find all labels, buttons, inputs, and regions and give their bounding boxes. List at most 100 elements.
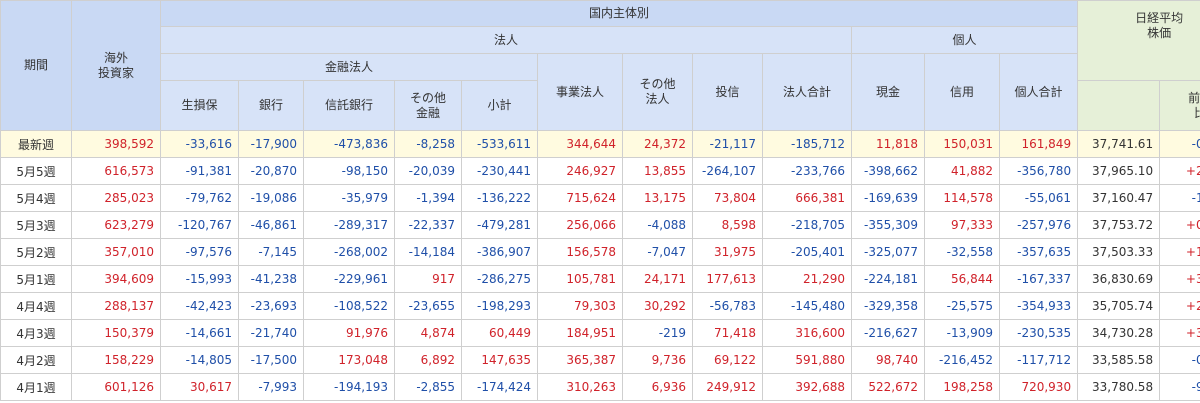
- cell-corp-total: 392,688: [762, 373, 852, 401]
- cell-overseas: 158,229: [71, 346, 161, 374]
- header-trust-bank: 信託銀行: [303, 80, 395, 131]
- cell-bank: -17,900: [238, 130, 304, 158]
- cell-other-corp: -4,088: [622, 211, 693, 239]
- cell-overseas: 398,592: [71, 130, 161, 158]
- cell-corp-total: 666,381: [762, 184, 852, 212]
- cell-change: -0.58%: [1159, 346, 1200, 374]
- cell-business: 365,387: [537, 346, 623, 374]
- cell-trust: -98,150: [303, 157, 395, 185]
- cell-trust: -289,317: [303, 211, 395, 239]
- cell-indiv-total: 161,849: [998, 130, 1079, 158]
- header-period: 期間: [0, 0, 72, 131]
- cell-change: +3.15%: [1159, 265, 1200, 293]
- cell-inv-trust: 31,975: [692, 238, 763, 266]
- row-period: 4月1週: [0, 373, 72, 401]
- cell-nikkei: 35,705.74: [1077, 292, 1161, 320]
- cell-nikkei: 37,160.47: [1077, 184, 1161, 212]
- cell-bank: -20,870: [238, 157, 304, 185]
- cell-corp-total: -185,712: [762, 130, 852, 158]
- cell-other-corp: 13,855: [622, 157, 693, 185]
- cell-other-fin: -2,855: [394, 373, 462, 401]
- table-row: 4月3週 150,379 -14,661 -21,740 91,976 4,874 60,4…: [0, 319, 1200, 347]
- table-row: 4月2週 158,229 -14,805 -17,500 173,048 6,892 147…: [0, 346, 1200, 374]
- cell-trust: 91,976: [303, 319, 395, 347]
- header-bank: 銀行: [238, 80, 304, 131]
- cell-inv-trust: 249,912: [692, 373, 763, 401]
- cell-inv-trust: 73,804: [692, 184, 763, 212]
- cell-subtotal: -386,907: [461, 238, 538, 266]
- cell-overseas: 616,573: [71, 157, 161, 185]
- header-change: 前週比: [1159, 80, 1200, 131]
- cell-bank: -21,740: [238, 319, 304, 347]
- header-subtotal: 小計: [461, 80, 538, 131]
- cell-bank: -19,086: [238, 184, 304, 212]
- table-row: 5月3週 623,279 -120,767 -46,861 -289,317 -22,33…: [0, 211, 1200, 239]
- cell-indiv-total: -55,061: [998, 184, 1079, 212]
- cell-business: 310,263: [537, 373, 623, 401]
- table-row: 4月4週 288,137 -42,423 -23,693 -108,522 -23,655…: [0, 292, 1200, 320]
- header-corp-total: 法人合計: [762, 53, 852, 131]
- cell-trust: -268,002: [303, 238, 395, 266]
- row-period: 最新週: [0, 130, 72, 158]
- cell-cash: -224,181: [851, 265, 925, 293]
- header-other-corp: その他 法人: [622, 53, 693, 131]
- cell-other-fin: 4,874: [394, 319, 462, 347]
- cell-corp-total: -218,705: [762, 211, 852, 239]
- cell-other-corp: 24,372: [622, 130, 693, 158]
- cell-corp-total: -145,480: [762, 292, 852, 320]
- cell-indiv-total: -167,337: [998, 265, 1079, 293]
- cell-margin: 41,882: [924, 157, 1000, 185]
- row-period: 5月1週: [0, 265, 72, 293]
- row-period: 4月4週: [0, 292, 72, 320]
- header-cash: 現金: [851, 53, 925, 131]
- cell-other-fin: -20,039: [394, 157, 462, 185]
- cell-corp-total: 591,880: [762, 346, 852, 374]
- cell-other-fin: -8,258: [394, 130, 462, 158]
- cell-margin: -13,909: [924, 319, 1000, 347]
- cell-nikkei: 36,830.69: [1077, 265, 1161, 293]
- cell-overseas: 394,609: [71, 265, 161, 293]
- header-nikkei-value: [1077, 80, 1161, 131]
- cell-overseas: 623,279: [71, 211, 161, 239]
- cell-change: -9.00%: [1159, 373, 1200, 401]
- cell-indiv-total: -117,712: [998, 346, 1079, 374]
- header-nikkei: 日経平均 株価: [1077, 0, 1200, 81]
- cell-cash: 98,740: [851, 346, 925, 374]
- cell-business: 715,624: [537, 184, 623, 212]
- cell-business: 105,781: [537, 265, 623, 293]
- cell-nikkei: 33,780.58: [1077, 373, 1161, 401]
- cell-nikkei: 34,730.28: [1077, 319, 1161, 347]
- cell-other-corp: 30,292: [622, 292, 693, 320]
- cell-bank: -23,693: [238, 292, 304, 320]
- cell-trust: 173,048: [303, 346, 395, 374]
- header-domestic: 国内主体別: [159, 0, 1079, 27]
- cell-subtotal: -533,611: [461, 130, 538, 158]
- cell-nikkei: 33,585.58: [1077, 346, 1161, 374]
- cell-trust: -108,522: [303, 292, 395, 320]
- cell-other-fin: -1,394: [394, 184, 462, 212]
- cell-bank: -17,500: [238, 346, 304, 374]
- cell-insurance: -91,381: [160, 157, 239, 185]
- cell-business: 156,578: [537, 238, 623, 266]
- cell-insurance: -15,993: [160, 265, 239, 293]
- cell-subtotal: -198,293: [461, 292, 538, 320]
- cell-change: -0.59%: [1159, 130, 1200, 158]
- cell-other-fin: -14,184: [394, 238, 462, 266]
- cell-change: +2.17%: [1159, 157, 1200, 185]
- cell-change: +1.83%: [1159, 238, 1200, 266]
- cell-overseas: 285,023: [71, 184, 161, 212]
- cell-indiv-total: 720,930: [998, 373, 1079, 401]
- header-financial: 金融法人: [160, 53, 538, 81]
- cell-inv-trust: -56,783: [692, 292, 763, 320]
- cell-business: 79,303: [537, 292, 623, 320]
- cell-inv-trust: 8,598: [692, 211, 763, 239]
- cell-cash: -169,639: [851, 184, 925, 212]
- header-individual: 個人: [850, 26, 1079, 54]
- cell-margin: 150,031: [924, 130, 1000, 158]
- cell-cash: -329,358: [851, 292, 925, 320]
- cell-cash: 11,818: [851, 130, 925, 158]
- cell-subtotal: -136,222: [461, 184, 538, 212]
- cell-subtotal: -479,281: [461, 211, 538, 239]
- cell-cash: -355,309: [851, 211, 925, 239]
